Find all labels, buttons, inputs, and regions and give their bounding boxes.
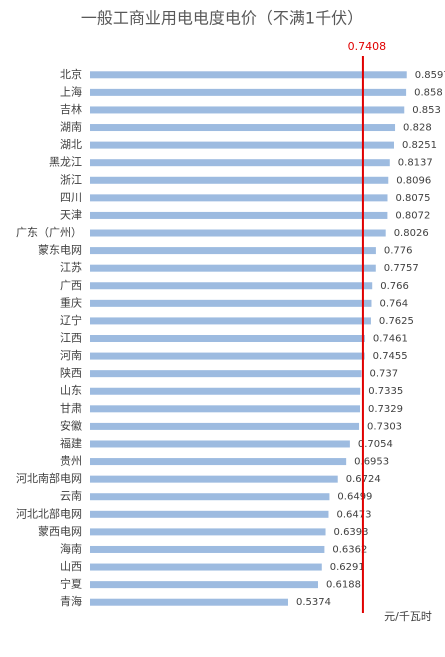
bar [90, 71, 407, 79]
data-label: 0.858 [414, 87, 443, 98]
y-tick-label: 吉林 [60, 102, 82, 116]
y-tick-label: 上海 [60, 84, 82, 98]
bar [90, 563, 322, 571]
y-tick-label: 青海 [60, 594, 82, 608]
data-label: 0.6188 [326, 580, 361, 591]
y-tick-label: 蒙东电网 [38, 244, 82, 257]
data-label: 0.6393 [334, 527, 369, 538]
bar [90, 405, 361, 413]
bar [90, 299, 372, 307]
data-label: 0.776 [384, 246, 413, 257]
y-tick-label: 北京 [60, 67, 82, 81]
data-label: 0.7335 [368, 386, 403, 397]
y-tick-label: 湖北 [60, 138, 82, 151]
bar [90, 335, 365, 342]
data-label: 0.7461 [373, 334, 408, 345]
chart-title: 一般工商业用电电度电价（不满1千伏） [81, 9, 363, 28]
y-tick-label: 广西 [60, 279, 82, 292]
y-tick-label: 宁夏 [60, 577, 82, 591]
data-label: 0.8096 [396, 175, 431, 186]
y-tick-label: 甘肃 [60, 402, 82, 415]
data-label: 0.7455 [373, 351, 408, 362]
data-label: 0.7625 [379, 316, 414, 327]
y-tick-label: 辽宁 [60, 313, 82, 327]
y-tick-label: 湖南 [60, 121, 82, 134]
bar [90, 581, 318, 589]
data-label: 0.6291 [330, 562, 365, 573]
bar [90, 598, 288, 606]
bar [90, 317, 371, 325]
bar [90, 493, 330, 501]
data-label: 0.7329 [368, 404, 403, 415]
y-tick-label: 海南 [60, 541, 82, 555]
bar [90, 176, 389, 184]
data-label: 0.764 [379, 298, 408, 309]
y-tick-label: 四川 [60, 191, 82, 204]
data-label: 0.7054 [358, 439, 393, 450]
y-tick-label: 重庆 [60, 295, 82, 309]
bar [90, 106, 405, 114]
bar [90, 88, 407, 96]
data-label: 0.6473 [336, 509, 371, 520]
y-tick-label: 江西 [60, 332, 82, 345]
bar [90, 387, 361, 395]
bar [90, 264, 376, 272]
data-label: 0.8137 [398, 158, 433, 169]
bar [90, 124, 396, 132]
reference-label: 0.7408 [348, 40, 387, 53]
y-tick-label: 安徽 [60, 418, 82, 432]
bar [90, 510, 329, 518]
data-label: 0.6362 [332, 544, 367, 555]
y-tick-label: 广东（广州） [16, 226, 82, 239]
bar [90, 370, 362, 378]
y-tick-label: 蒙西电网 [38, 525, 82, 538]
y-tick-label: 江苏 [60, 261, 82, 274]
y-tick-label: 黑龙江 [49, 156, 82, 169]
bar [90, 475, 338, 483]
bar [90, 282, 373, 290]
data-label: 0.8251 [402, 140, 437, 151]
bar [90, 211, 388, 219]
data-label: 0.6499 [337, 492, 372, 503]
bar [90, 422, 360, 430]
x-axis-label: 元/千瓦时 [384, 610, 432, 623]
y-tick-label: 贵州 [60, 455, 82, 468]
bar [90, 458, 347, 466]
bar [90, 440, 350, 448]
data-label: 0.737 [370, 369, 399, 380]
bar [90, 229, 386, 237]
bar [90, 159, 390, 167]
bar [90, 545, 325, 553]
bar [90, 528, 326, 536]
data-label: 0.8075 [396, 193, 431, 204]
data-label: 0.6953 [354, 457, 389, 468]
y-tick-label: 山西 [60, 560, 82, 573]
data-label: 0.7757 [384, 263, 419, 274]
bar [90, 247, 376, 255]
data-label: 0.8072 [395, 210, 430, 221]
data-label: 0.828 [403, 123, 432, 134]
bar [90, 352, 365, 360]
data-label: 0.8597 [415, 70, 445, 81]
y-tick-label: 山东 [60, 384, 82, 397]
y-tick-label: 河南 [60, 349, 82, 362]
data-label: 0.766 [380, 281, 409, 292]
data-label: 0.8026 [394, 228, 429, 239]
y-tick-label: 河北北部电网 [16, 506, 82, 520]
y-tick-label: 河北南部电网 [16, 471, 82, 485]
y-tick-label: 陕西 [60, 366, 82, 380]
y-tick-label: 福建 [60, 436, 82, 450]
y-tick-label: 天津 [60, 208, 82, 221]
y-tick-label: 浙江 [60, 173, 82, 186]
bar [90, 141, 394, 149]
data-label: 0.7303 [367, 421, 402, 432]
bar [90, 194, 388, 202]
data-label: 0.853 [412, 105, 441, 116]
data-label: 0.5374 [296, 597, 331, 608]
y-tick-label: 云南 [60, 490, 82, 503]
